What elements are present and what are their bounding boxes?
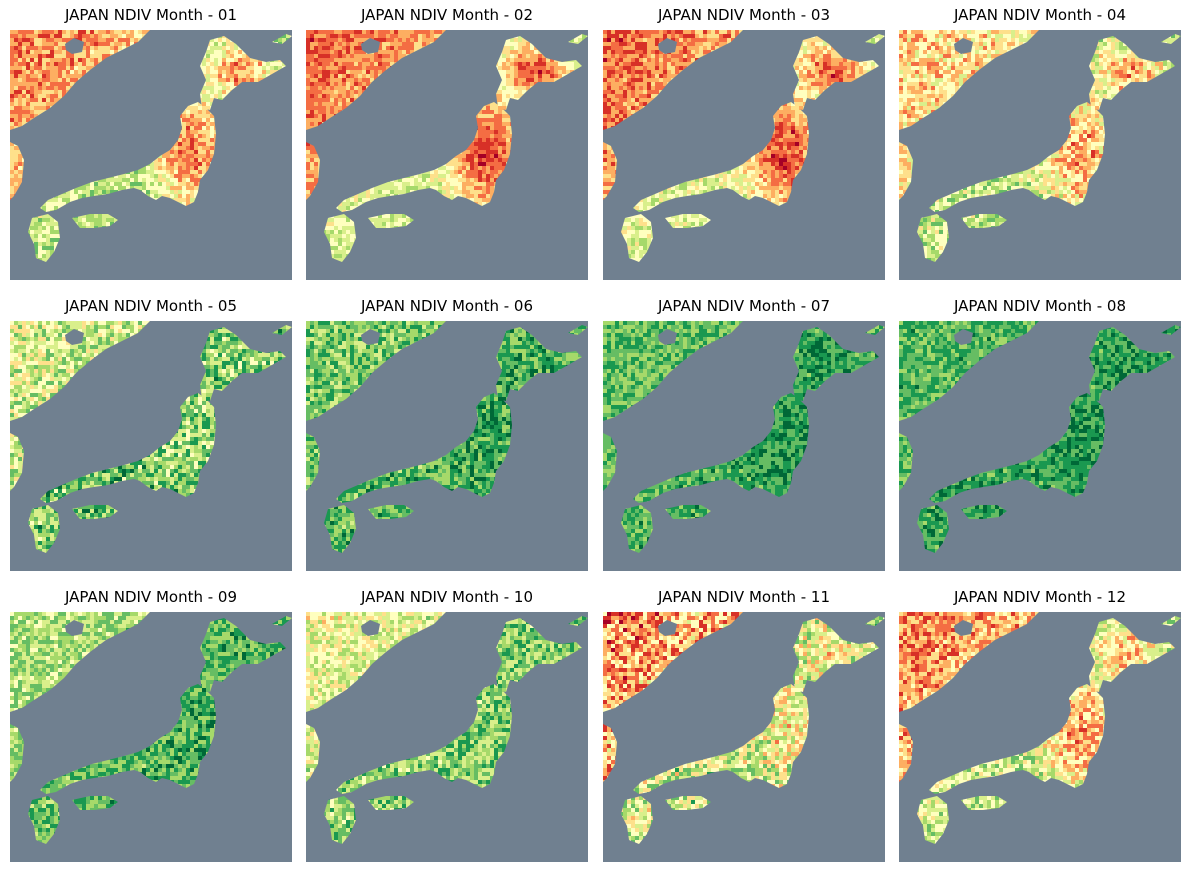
map-panel-03: JAPAN NDIV Month - 03 [603,6,885,280]
ndvi-map [899,612,1181,862]
ndvi-map [603,321,885,571]
lake-shape [658,620,677,636]
panel-title: JAPAN NDIV Month - 04 [899,6,1181,24]
panel-title: JAPAN NDIV Month - 08 [899,297,1181,315]
panel-title: JAPAN NDIV Month - 10 [306,588,588,606]
map-panel-12: JAPAN NDIV Month - 12 [899,588,1181,862]
lake-shape [361,38,380,54]
panel-title: JAPAN NDIV Month - 01 [10,6,292,24]
panel-title: JAPAN NDIV Month - 02 [306,6,588,24]
lake-shape [658,329,677,345]
map-panel-04: JAPAN NDIV Month - 04 [899,6,1181,280]
ndvi-map [899,30,1181,280]
panel-title: JAPAN NDIV Month - 03 [603,6,885,24]
panel-title: JAPAN NDIV Month - 12 [899,588,1181,606]
panel-title: JAPAN NDIV Month - 07 [603,297,885,315]
lake-shape [954,620,973,636]
lake-shape [658,38,677,54]
map-panel-02: JAPAN NDIV Month - 02 [306,6,588,280]
map-panel-05: JAPAN NDIV Month - 05 [10,297,292,571]
ndvi-map [603,30,885,280]
panel-title: JAPAN NDIV Month - 05 [10,297,292,315]
map-panel-06: JAPAN NDIV Month - 06 [306,297,588,571]
lake-shape [65,329,84,345]
panel-title: JAPAN NDIV Month - 09 [10,588,292,606]
panel-title: JAPAN NDIV Month - 06 [306,297,588,315]
ndvi-map [899,321,1181,571]
ndvi-map [603,612,885,862]
ndvi-map [306,321,588,571]
lake-shape [954,38,973,54]
ndvi-map [10,30,292,280]
ndvi-map [10,321,292,571]
map-panel-10: JAPAN NDIV Month - 10 [306,588,588,862]
ndvi-map [306,612,588,862]
map-panel-01: JAPAN NDIV Month - 01 [10,6,292,280]
panel-title: JAPAN NDIV Month - 11 [603,588,885,606]
map-panel-09: JAPAN NDIV Month - 09 [10,588,292,862]
lake-shape [954,329,973,345]
map-panel-07: JAPAN NDIV Month - 07 [603,297,885,571]
lake-shape [65,38,84,54]
lake-shape [361,329,380,345]
ndvi-map [10,612,292,862]
lake-shape [361,620,380,636]
lake-shape [65,620,84,636]
map-panel-11: JAPAN NDIV Month - 11 [603,588,885,862]
map-panel-08: JAPAN NDIV Month - 08 [899,297,1181,571]
ndvi-map [306,30,588,280]
